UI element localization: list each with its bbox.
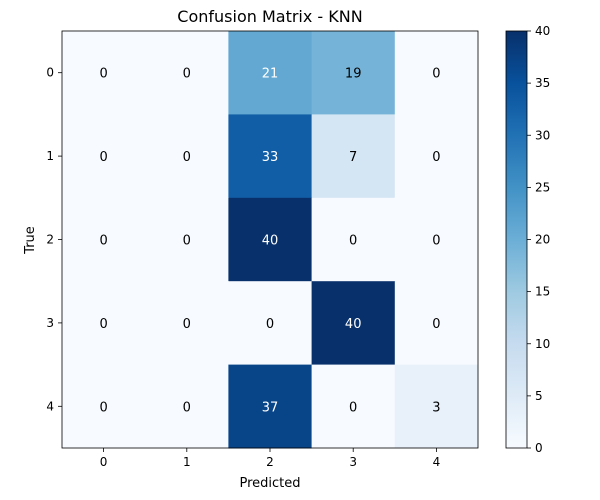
heatmap-cell — [145, 197, 229, 282]
heatmap-cell — [228, 364, 313, 449]
colorbar-tick-label: 40 — [535, 24, 550, 38]
x-tick-label: 3 — [349, 455, 357, 469]
heatmap-cell — [394, 281, 479, 366]
cell-value-label: 40 — [345, 317, 362, 332]
cell-value-label: 33 — [262, 150, 279, 165]
y-axis-ticks: 0 1 2 3 4 — [46, 66, 62, 413]
colorbar-tick-label: 15 — [535, 285, 550, 299]
y-tick-label: 3 — [46, 316, 54, 330]
cell-value-label: 0 — [266, 317, 274, 332]
heatmap-cell — [62, 114, 146, 199]
heatmap-cell — [228, 197, 313, 282]
colorbar-tick-label: 25 — [535, 180, 550, 194]
heatmap-cell — [145, 31, 229, 115]
cell-value-label: 7 — [349, 150, 357, 165]
heatmap-cells: 0 0 21 19 0 0 0 33 7 0 0 0 40 0 0 0 0 0 40 0 0 0 37 0 3 — [61, 30, 479, 449]
cell-value-label: 0 — [183, 400, 191, 415]
x-axis-label: Predicted — [239, 476, 300, 491]
y-axis-label: True — [23, 226, 38, 255]
colorbar: 0 5 10 15 20 25 30 35 40 — [505, 24, 550, 455]
cell-value-label: 40 — [262, 234, 279, 249]
x-tick-label: 4 — [433, 455, 441, 469]
heatmap-cell — [228, 114, 313, 199]
heatmap-cell — [62, 281, 146, 366]
colorbar-tick-label: 35 — [535, 76, 550, 90]
x-tick-label: 1 — [183, 455, 191, 469]
y-tick-label: 0 — [46, 66, 54, 80]
cell-value-label: 0 — [99, 150, 107, 165]
heatmap-cell — [228, 31, 313, 115]
heatmap-cell — [145, 364, 229, 449]
cell-value-label: 0 — [432, 234, 440, 249]
heatmap-cell — [311, 114, 396, 199]
heatmap-cell — [394, 197, 479, 282]
heatmap-cell — [394, 114, 479, 199]
cell-value-label: 19 — [345, 67, 362, 82]
colorbar-tick-label: 30 — [535, 128, 550, 142]
colorbar-tick-label: 10 — [535, 337, 550, 351]
heatmap-cell — [311, 197, 396, 282]
colorbar-gradient — [505, 30, 528, 449]
cell-value-label: 37 — [262, 400, 279, 415]
y-tick-label: 1 — [46, 149, 54, 163]
heatmap-cell — [145, 114, 229, 199]
cell-value-label: 0 — [183, 234, 191, 249]
heatmap-cell — [311, 364, 396, 449]
y-tick-label: 2 — [46, 233, 54, 247]
heatmap-cell — [62, 197, 146, 282]
cell-value-label: 0 — [99, 400, 107, 415]
x-axis-ticks: 0 1 2 3 4 — [100, 448, 440, 469]
cell-value-label: 0 — [349, 400, 357, 415]
colorbar-tick-label: 20 — [535, 233, 550, 247]
cell-value-label: 0 — [183, 67, 191, 82]
chart-title: Confusion Matrix - KNN — [177, 7, 362, 26]
cell-value-label: 0 — [432, 67, 440, 82]
heatmap-cell — [62, 31, 146, 115]
x-tick-label: 2 — [266, 455, 274, 469]
cell-value-label: 0 — [99, 317, 107, 332]
heatmap-cell — [62, 364, 146, 449]
colorbar-tick-label: 5 — [535, 389, 543, 403]
cell-value-label: 0 — [183, 317, 191, 332]
cell-value-label: 0 — [432, 317, 440, 332]
heatmap-cell — [394, 31, 479, 115]
heatmap-cell — [311, 31, 396, 115]
cell-value-label: 3 — [432, 400, 440, 415]
colorbar-tick-label: 0 — [535, 441, 543, 455]
x-tick-label: 0 — [100, 455, 108, 469]
heatmap-cell — [311, 281, 396, 366]
heatmap-cell — [228, 281, 313, 366]
cell-value-label: 0 — [349, 234, 357, 249]
heatmap-cell — [145, 281, 229, 366]
y-tick-label: 4 — [46, 399, 54, 413]
cell-value-label: 0 — [183, 150, 191, 165]
cell-value-label: 0 — [99, 67, 107, 82]
cell-value-label: 21 — [262, 67, 279, 82]
cell-value-label: 0 — [432, 150, 440, 165]
heatmap-cell — [394, 364, 479, 449]
cell-value-label: 0 — [99, 234, 107, 249]
